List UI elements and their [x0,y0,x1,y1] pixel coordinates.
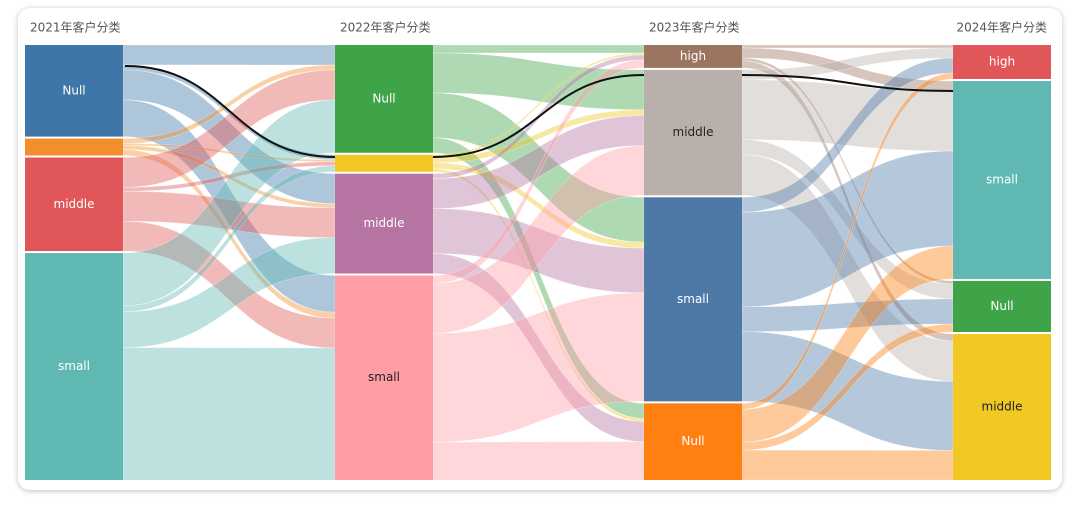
node [335,154,433,172]
flow [432,44,645,54]
node-label: small [677,292,709,306]
node [25,157,123,252]
flow [432,441,645,481]
highlight-line [124,65,954,158]
node-label: small [986,173,1018,187]
node [644,45,742,68]
node [644,69,742,196]
flow [122,347,336,481]
flow [122,237,336,348]
node-label: middle [982,400,1023,414]
node [335,173,433,274]
node [335,275,433,480]
flow [741,44,954,49]
node-label: Null [681,434,704,448]
column-title: 2024年客户分类 [956,20,1047,35]
flow [122,99,336,307]
node-label: Null [990,299,1013,313]
node [25,138,123,156]
node-label: small [368,370,400,384]
node [953,81,1051,279]
node [953,45,1051,79]
flows [122,44,954,481]
node [644,197,742,402]
flow [122,44,336,66]
node-label: middle [54,197,95,211]
node [953,281,1051,332]
flow [432,59,645,284]
node-label: small [58,359,90,373]
node [25,45,123,137]
node [644,403,742,480]
node-label: middle [673,125,714,139]
column-title: 2023年客户分类 [649,20,740,35]
flow [432,145,645,334]
column-title: 2021年客户分类 [30,20,121,35]
node-label: Null [372,91,395,105]
node-label: middle [364,216,405,230]
node-label: high [989,55,1015,69]
nodes: 2021年客户分类 Null middle small 2022年客户分类 Null mid… [25,20,1051,480]
node [953,334,1051,480]
node-label: Null [62,83,85,97]
node-label: high [680,49,706,63]
column-title: 2022年客户分类 [340,20,431,35]
flow [741,449,954,481]
node [25,253,123,480]
node [335,45,433,153]
